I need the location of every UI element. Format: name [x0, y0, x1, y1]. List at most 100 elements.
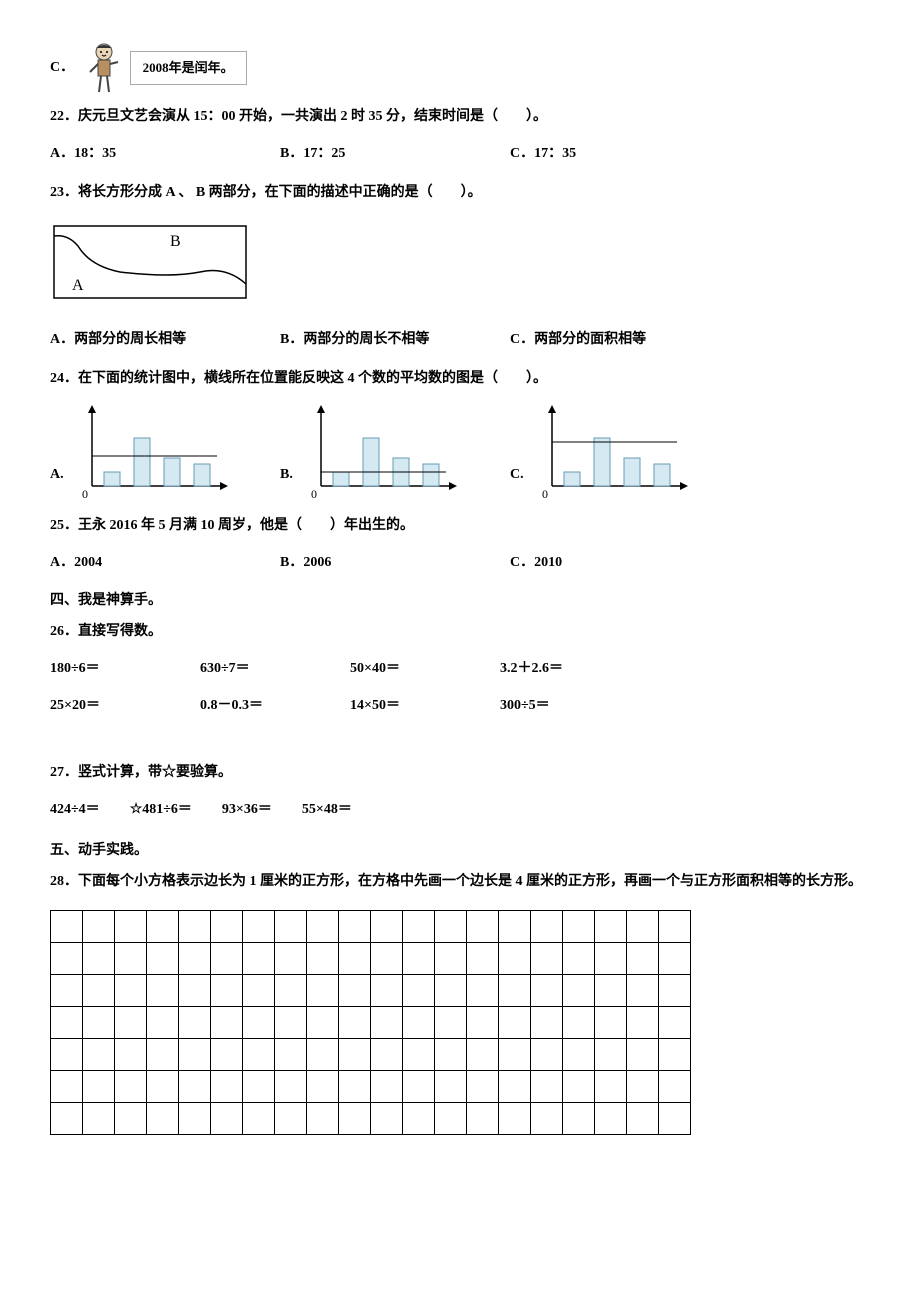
q25-option-b: B．2006 — [280, 548, 510, 579]
grid-cell — [243, 910, 275, 942]
q22-option-a: A．18：35 — [50, 139, 280, 170]
grid-cell — [531, 1070, 563, 1102]
calc-item: 0.8－0.3＝ — [200, 691, 350, 722]
q26-text: 26．直接写得数。 — [50, 617, 870, 648]
grid-cell — [307, 942, 339, 974]
grid-cell — [51, 1070, 83, 1102]
svg-text:0: 0 — [311, 487, 317, 501]
grid-cell — [595, 974, 627, 1006]
grid-cell — [371, 1102, 403, 1134]
grid-cell — [435, 1038, 467, 1070]
q25-option-c: C．2010 — [510, 548, 740, 579]
grid-cell — [275, 942, 307, 974]
fig-label-b: B — [170, 233, 181, 250]
grid-cell — [627, 974, 659, 1006]
grid-cell — [211, 974, 243, 1006]
q23-option-a: A．两部分的周长相等 — [50, 325, 280, 356]
grid-cell — [403, 1070, 435, 1102]
grid-cell — [51, 1038, 83, 1070]
rectangle-ab-figure: B A — [50, 222, 250, 302]
grid-cell — [211, 910, 243, 942]
barchart-a: 0 — [72, 401, 232, 501]
answer-grid — [50, 910, 691, 1135]
grid-cell — [275, 974, 307, 1006]
q23-options: A．两部分的周长相等 B．两部分的周长不相等 C．两部分的面积相等 — [50, 325, 870, 356]
fig-label-a: A — [72, 277, 84, 294]
calc-item: 300÷5＝ — [500, 691, 650, 722]
grid-cell — [147, 910, 179, 942]
grid-cell — [83, 1006, 115, 1038]
grid-cell — [563, 974, 595, 1006]
grid-cell — [659, 1102, 691, 1134]
grid-cell — [531, 1102, 563, 1134]
calc-item: 630÷7＝ — [200, 654, 350, 685]
grid-cell — [339, 974, 371, 1006]
grid-cell — [211, 942, 243, 974]
grid-cell — [147, 1038, 179, 1070]
grid-cell — [243, 1102, 275, 1134]
calc-item: 50×40＝ — [350, 654, 500, 685]
grid-cell — [115, 910, 147, 942]
q26-row1: 180÷6＝ 630÷7＝ 50×40＝ 3.2＋2.6＝ — [50, 654, 870, 685]
grid-cell — [435, 1102, 467, 1134]
q23-option-b: B．两部分的周长不相等 — [280, 325, 510, 356]
vert-item: ☆481÷6＝ — [130, 795, 192, 826]
grid-cell — [51, 974, 83, 1006]
grid-cell — [339, 1102, 371, 1134]
q23-option-c: C．两部分的面积相等 — [510, 325, 740, 356]
grid-cell — [371, 974, 403, 1006]
grid-cell — [403, 1038, 435, 1070]
q26-row2: 25×20＝ 0.8－0.3＝ 14×50＝ 300÷5＝ — [50, 691, 870, 722]
grid-cell — [83, 1102, 115, 1134]
barchart-c: 0 — [532, 401, 692, 501]
grid-cell — [243, 1006, 275, 1038]
grid-cell — [627, 1102, 659, 1134]
grid-cell — [147, 942, 179, 974]
vert-item: 424÷4＝ — [50, 795, 100, 826]
grid-cell — [179, 942, 211, 974]
grid-cell — [595, 942, 627, 974]
grid-cell — [435, 974, 467, 1006]
grid-cell — [243, 1070, 275, 1102]
grid-cell — [211, 1038, 243, 1070]
grid-cell — [179, 974, 211, 1006]
grid-cell — [371, 1038, 403, 1070]
grid-cell — [403, 942, 435, 974]
grid-cell — [595, 1070, 627, 1102]
grid-cell — [339, 910, 371, 942]
grid-cell — [371, 1070, 403, 1102]
grid-cell — [339, 1038, 371, 1070]
q22-option-b: B．17：25 — [280, 139, 510, 170]
grid-cell — [307, 1038, 339, 1070]
grid-cell — [307, 1006, 339, 1038]
grid-cell — [83, 974, 115, 1006]
q24-chart-a: A. 0 — [50, 401, 280, 501]
grid-cell — [147, 1102, 179, 1134]
grid-cell — [499, 942, 531, 974]
grid-cell — [531, 1006, 563, 1038]
grid-cell — [499, 1070, 531, 1102]
grid-cell — [371, 910, 403, 942]
grid-cell — [531, 942, 563, 974]
grid-cell — [499, 1038, 531, 1070]
q24-label-b: B. — [280, 460, 293, 491]
grid-cell — [83, 910, 115, 942]
grid-cell — [147, 974, 179, 1006]
grid-cell — [563, 1102, 595, 1134]
grid-cell — [627, 1038, 659, 1070]
option-c-row: C． 2008年是闰年。 — [50, 40, 870, 96]
grid-cell — [467, 1102, 499, 1134]
svg-text:0: 0 — [542, 487, 548, 501]
grid-cell — [563, 1038, 595, 1070]
grid-cell — [403, 1102, 435, 1134]
grid-cell — [499, 910, 531, 942]
grid-cell — [211, 1006, 243, 1038]
q23-text: 23．将长方形分成 A 、 B 两部分，在下面的描述中正确的是（ ）。 — [50, 178, 870, 209]
grid-cell — [179, 1070, 211, 1102]
grid-cell — [307, 974, 339, 1006]
grid-cell — [659, 1038, 691, 1070]
grid-cell — [115, 1038, 147, 1070]
grid-cell — [467, 1070, 499, 1102]
grid-cell — [563, 1006, 595, 1038]
grid-cell — [531, 910, 563, 942]
